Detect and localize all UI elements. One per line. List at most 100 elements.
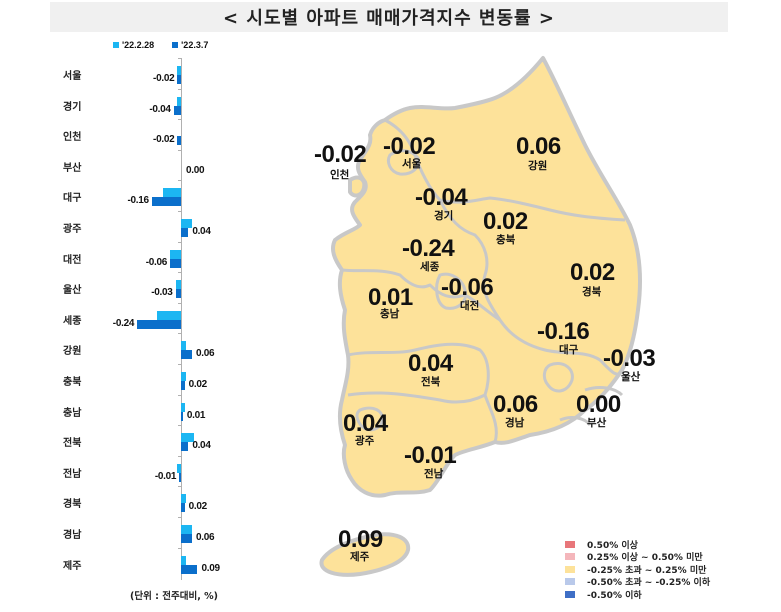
category-label: 대구 xyxy=(63,193,82,205)
region-name-chungnam: 충남 xyxy=(380,308,400,320)
axis-tick xyxy=(178,119,182,121)
bar-curr xyxy=(151,197,181,207)
bar-row: 경남 0.06 xyxy=(40,517,280,550)
data-label: 0.04 xyxy=(192,440,211,452)
region-value-chungbuk: 0.02 xyxy=(483,208,528,235)
bar-row: 대구 -0.16 xyxy=(40,180,280,213)
axis-tick xyxy=(178,517,182,518)
bar-row: 전북 0.04 xyxy=(40,425,280,458)
chart-title: < 시도별 아파트 매매가격지수 변동률 > xyxy=(50,2,728,32)
bar-prev xyxy=(181,494,187,504)
axis-tick xyxy=(178,455,182,457)
region-value-gwangju: 0.04 xyxy=(343,410,388,437)
border-gwangju xyxy=(355,406,384,432)
region-value-gyeonggi: -0.04 xyxy=(415,184,468,211)
legend-item-prev: '22.2.28 xyxy=(113,40,154,50)
region-value-sejong: -0.24 xyxy=(402,235,455,262)
jeju-outline xyxy=(319,532,411,577)
bar-curr xyxy=(173,105,181,115)
data-label: 0.01 xyxy=(186,409,206,421)
data-label: 0.02 xyxy=(188,379,208,390)
category-label: 대전 xyxy=(63,254,82,266)
region-value-ulsan: -0.03 xyxy=(603,345,656,372)
legend-swatch xyxy=(565,553,575,561)
border-ulsan xyxy=(584,386,624,397)
category-label: 충남 xyxy=(63,407,82,419)
legend-swatch-prev xyxy=(113,42,119,48)
region-value-daegu: -0.16 xyxy=(537,318,590,345)
bar-curr xyxy=(170,258,181,268)
bar-row: 대전 -0.06 xyxy=(40,241,280,275)
legend-item-curr: '22.3.7 xyxy=(172,40,208,50)
data-label: -0.06 xyxy=(145,256,168,268)
border-busan xyxy=(559,416,592,426)
bar-curr xyxy=(181,381,185,390)
category-label: 경남 xyxy=(63,530,82,541)
region-name-jeju: 제주 xyxy=(350,551,370,563)
bar-prev xyxy=(181,341,187,351)
axis-tick xyxy=(178,58,182,59)
bar-prev xyxy=(162,188,181,198)
map-legend-item: -0.25% 초과 ~ 0.25% 미만 xyxy=(565,563,710,576)
map-legend-item: 0.50% 이상 xyxy=(565,538,710,551)
map-legend-item: -0.50% 초과 ~ -0.25% 이하 xyxy=(565,576,710,588)
bar-row: 울산 -0.03 xyxy=(40,272,280,305)
region-name-seoul: 서울 xyxy=(402,158,422,170)
bar-prev xyxy=(177,96,181,106)
legend-swatch-curr xyxy=(172,42,179,48)
region-name-ulsan: 울산 xyxy=(621,371,641,383)
bar-curr xyxy=(181,564,198,574)
bar-curr xyxy=(181,411,183,421)
region-value-jeonnam: -0.01 xyxy=(404,442,457,469)
map-shape xyxy=(319,56,642,577)
region-name-gwangju: 광주 xyxy=(355,435,375,447)
category-label: 전남 xyxy=(63,468,82,480)
border-daejeon xyxy=(435,272,468,310)
legend-label: 0.25% 이상 ~ 0.50% 미만 xyxy=(587,553,703,564)
bar-prev xyxy=(177,66,181,75)
border-jeonnam xyxy=(347,391,486,404)
category-label: 경기 xyxy=(63,101,82,113)
region-name-busan: 부산 xyxy=(587,417,607,429)
axis-tick xyxy=(178,302,182,304)
region-name-gyeongbuk: 경북 xyxy=(582,286,602,298)
region-name-incheon: 인천 xyxy=(330,169,350,181)
category-label: 제주 xyxy=(63,560,82,572)
category-label: 충북 xyxy=(63,377,82,388)
region-value-busan: 0.00 xyxy=(576,391,621,418)
category-label: 경북 xyxy=(63,499,82,511)
region-value-gangwon: 0.06 xyxy=(516,133,561,160)
region-value-jeju: 0.09 xyxy=(338,526,383,553)
bar-prev xyxy=(175,280,181,290)
axis-tick xyxy=(178,180,182,182)
axis-tick xyxy=(178,425,182,427)
bar-curr xyxy=(181,534,192,543)
region-name-daejeon: 대전 xyxy=(460,300,480,312)
bar-prev xyxy=(181,433,194,443)
data-label: 0.02 xyxy=(188,501,208,513)
bar-row: 전남 -0.01 xyxy=(40,455,280,489)
border-jeonbuk xyxy=(347,342,490,396)
data-label: 0.04 xyxy=(192,226,211,237)
bar-curr xyxy=(181,350,192,360)
legend-label: -0.50% 이하 xyxy=(587,590,642,601)
bar-prev xyxy=(181,555,187,565)
category-label: 울산 xyxy=(63,285,82,297)
data-label: -0.02 xyxy=(153,73,175,84)
bar-prev xyxy=(170,249,181,259)
data-label: 0.00 xyxy=(186,164,205,176)
axis-tick xyxy=(178,88,182,90)
bar-row: 경기 -0.04 xyxy=(40,88,280,122)
axis-tick xyxy=(178,547,182,549)
legend-swatch xyxy=(565,578,575,586)
bar-prev xyxy=(181,372,187,381)
region-name-jeonnam: 전남 xyxy=(424,468,444,480)
bar-prev xyxy=(177,463,181,473)
bar-prev xyxy=(157,310,181,320)
axis-tick xyxy=(178,394,182,396)
unit-note: (단위 : 전주대비, %) xyxy=(130,591,218,602)
region-value-incheon: -0.02 xyxy=(314,141,367,168)
region-name-gyeonggi: 경기 xyxy=(434,210,454,222)
region-value-gyeongbuk: 0.02 xyxy=(570,259,615,286)
map-legend: 0.50% 이상 0.25% 이상 ~ 0.50% 미만 -0.25% 초과 ~… xyxy=(565,538,710,601)
